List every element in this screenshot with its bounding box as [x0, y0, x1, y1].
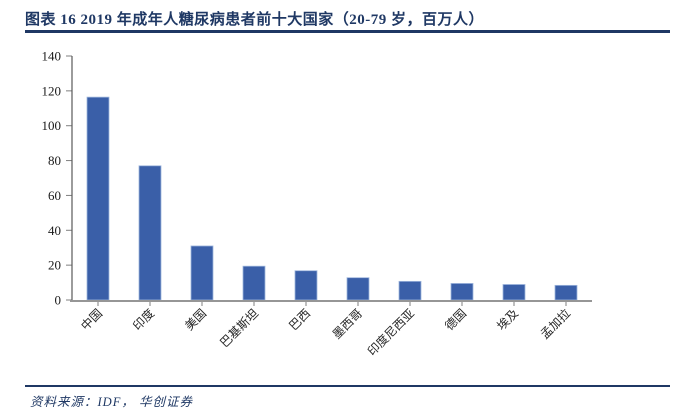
x-axis-category-label: 德国 [442, 306, 470, 334]
y-axis-tick-label: 40 [48, 223, 61, 238]
x-axis-category-label: 印度 [130, 306, 158, 334]
title-divider-line [25, 30, 670, 33]
y-axis-tick-label: 100 [42, 118, 62, 133]
bar-美国 [190, 245, 214, 301]
bar-巴西 [294, 270, 318, 301]
x-axis-category-label: 巴基斯坦 [217, 306, 261, 350]
x-axis-category-label: 美国 [182, 306, 209, 333]
bar-墨西哥 [346, 277, 370, 301]
y-axis-tick-label: 60 [48, 188, 61, 203]
bar-chart: 0 20 40 60 80 100 120 140 中国 印度 美国 巴基斯坦 巴西 墨西哥 印度尼西亚 德国… [42, 49, 592, 359]
y-axis-tick-label: 20 [48, 258, 61, 273]
data-source-note: 资料来源：IDF， 华创证券 [30, 395, 193, 409]
bar-埃及 [502, 284, 526, 301]
y-axis-tick-label: 120 [42, 83, 62, 98]
source-divider-line [25, 385, 670, 387]
x-axis-category-label: 埃及 [494, 306, 521, 333]
bar-chart-container: 0 20 40 60 80 100 120 140 中国 印度 美国 巴基斯坦 巴西 墨西哥 印度尼西亚 德国… [0, 40, 673, 385]
bar-孟加拉 [554, 284, 578, 301]
x-axis-category-label: 巴西 [286, 306, 313, 333]
x-axis-category-label: 中国 [78, 306, 106, 334]
y-axis-tick-label: 80 [48, 153, 61, 168]
bar-中国 [86, 96, 110, 301]
bar-印度尼西亚 [398, 280, 422, 301]
bar-印度 [138, 165, 162, 301]
figure-title: 图表 16 2019 年成年人糖尿病患者前十大国家（20-79 岁，百万人） [25, 12, 484, 28]
x-axis-category-label: 孟加拉 [537, 306, 573, 342]
y-axis-tick-label: 140 [42, 49, 62, 64]
bar-德国 [450, 283, 474, 301]
bar-巴基斯坦 [242, 265, 266, 301]
x-axis-category-label: 墨西哥 [330, 306, 365, 341]
y-axis-tick-label: 0 [55, 293, 62, 308]
x-axis-category-label: 印度尼西亚 [364, 306, 417, 359]
